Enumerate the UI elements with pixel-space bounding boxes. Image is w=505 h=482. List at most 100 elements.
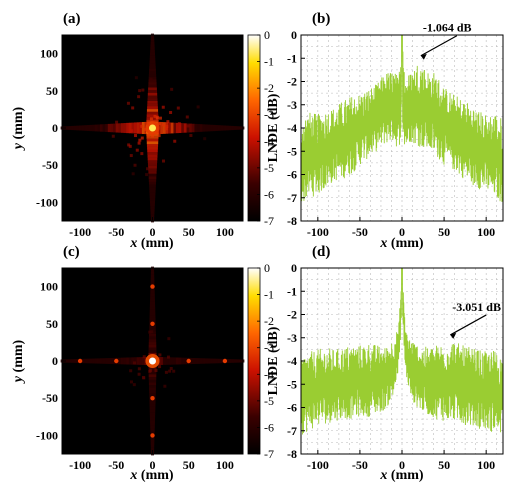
xlabel-c: x (mm) — [129, 468, 173, 482]
heatmap-a-speckle — [161, 123, 165, 127]
heatmap-c-ytick-label: 100 — [40, 280, 58, 294]
heatmap-a-speckle — [149, 77, 153, 81]
heatmap-a-cross-h-cell — [176, 122, 179, 134]
heatmap-a-cross-h-cell — [71, 125, 74, 131]
heatmap-c-cross-h-cell — [212, 358, 216, 364]
heatmap-c-cross-h-cell — [238, 359, 242, 363]
heatmap-a-colorbar-label: -1 — [264, 55, 274, 69]
heatmap-c-side-lobe — [186, 358, 191, 364]
heatmap-a-cross-v-cell — [149, 63, 156, 67]
heatmap-a-cross-h-cell — [181, 123, 185, 133]
heatmap-a-colorbar-label: -4 — [264, 134, 274, 148]
heatmap-a-cross-h-cell — [84, 125, 88, 131]
heatmap-c-cross-v-cell — [149, 315, 156, 318]
heatmap-c-cross-h-cell — [207, 358, 211, 364]
heatmap-c-cross-h-cell — [160, 357, 164, 365]
heatmap-a-cross-h-cell — [160, 122, 164, 134]
heatmap-c-colorbar-label: -5 — [264, 394, 274, 408]
lineplot-d-xtick-label: 100 — [477, 458, 495, 472]
lineplot-b-xtick-label: -50 — [352, 225, 368, 239]
heatmap-a-cross-v-cell — [146, 114, 159, 118]
heatmap-c-cross-v-cell — [149, 406, 156, 410]
heatmap-c-cross-v-cell — [150, 277, 155, 281]
heatmap-a-cross-v-cell — [149, 187, 156, 191]
xlabel-b: x (mm) — [379, 236, 423, 251]
heatmap-a-cross-v-cell — [150, 211, 155, 215]
heatmap-a-cross-h-cell — [139, 122, 143, 134]
heatmap-c-cross-h-cell — [136, 357, 140, 365]
heatmap-c-speckle — [168, 369, 172, 373]
heatmap-a-cross-v-cell — [147, 95, 158, 99]
heatmap-c-cross-h-cell — [176, 357, 179, 365]
lineplot-b-ytick-label: -4 — [287, 121, 297, 135]
xlabel-d: x (mm) — [379, 468, 423, 482]
heatmap-a-cross-h-cell — [86, 125, 90, 131]
heatmap-a-speckle — [185, 115, 189, 119]
heatmap-a-speckle — [131, 106, 135, 110]
heatmap-c-speckle — [137, 372, 141, 376]
lineplot-d-annotation-text: -3.051 dB — [452, 300, 501, 314]
heatmap-c-speckle — [142, 375, 146, 379]
heatmap-c-cross-h-cell — [225, 359, 229, 363]
heatmap-a-speckle — [170, 87, 174, 91]
lineplot-b-xtick-label: -100 — [307, 225, 329, 239]
heatmap-c-cross-h-cell — [92, 358, 95, 364]
heatmap-a-cross-h-cell — [186, 123, 190, 133]
heatmap-a-cross-v-cell — [148, 168, 157, 172]
panel-label-b: (b) — [312, 11, 330, 27]
heatmap-c-cross-v-cell — [150, 288, 155, 291]
heatmap-a-cross-v-cell — [147, 103, 158, 107]
heatmap-c-xtick-label: 0 — [150, 458, 156, 472]
heatmap-a-cross-h-cell — [81, 125, 85, 131]
heatmap-c-cross-v-cell — [148, 350, 157, 353]
heatmap-c-cross-h-cell — [131, 357, 135, 365]
lineplot-d-xtick-label: -50 — [352, 458, 368, 472]
heatmap-c-cross-v-cell — [150, 425, 155, 429]
heatmap-a-cross-h-cell — [162, 122, 166, 134]
heatmap-c-xtick-label: 100 — [216, 458, 234, 472]
heatmap-c-cross-h-cell — [84, 358, 88, 364]
heatmap-c-side-lobe — [150, 396, 155, 401]
heatmap-a-speckle — [138, 89, 142, 93]
heatmap-c-cross-h-cell — [99, 358, 103, 364]
heatmap-a-speckle — [137, 141, 141, 145]
lineplot-b: -100 -50 0 50 100 0 -1 -2 -3 -4 -5 -6 -7 -8 -1.064 dB — [287, 21, 504, 239]
heatmap-c-speckle — [132, 383, 136, 387]
heatmap-a-speckle — [186, 124, 190, 128]
heatmap-c-cross-v-cell — [150, 274, 155, 278]
heatmap-a-speckle — [151, 134, 155, 138]
heatmap-c-cross-v-cell — [150, 282, 155, 286]
lineplot-d-ytick-label: -4 — [287, 354, 297, 368]
heatmap-c-cross-v-cell — [150, 439, 155, 442]
lineplot-d-ytick-label: 0 — [291, 261, 297, 275]
heatmap-a-cross-v-cell — [150, 49, 155, 53]
heatmap-a-ytick-label: 0 — [52, 121, 58, 135]
heatmap-a-cross-h-cell — [233, 126, 237, 130]
heatmap-c-xtick-label: 50 — [183, 458, 195, 472]
heatmap-c-cross-v-cell — [149, 404, 156, 407]
heatmap-a-ytick-label: -50 — [42, 158, 58, 172]
heatmap-a-cross-v-cell — [146, 111, 159, 115]
heatmap-a-cross-h-cell — [123, 123, 127, 133]
heatmap-c-speckle — [167, 337, 171, 341]
heatmap-c-cross-h-cell — [110, 357, 114, 365]
heatmap-c-cross-v-cell — [149, 325, 156, 329]
heatmap-c-cross-h-cell — [191, 357, 195, 365]
heatmap-a-cross-h-cell — [231, 125, 234, 131]
heatmap-a-cross-h-cell — [189, 123, 192, 133]
heatmap-c-cross-h-cell — [233, 359, 237, 363]
heatmap-c-cross-v-cell — [149, 409, 156, 413]
heatmap-a-cross-v-cell — [148, 84, 157, 88]
lineplot-b-ytick-label: -3 — [287, 98, 297, 112]
heatmap-a-ytick-label: 100 — [40, 47, 58, 61]
lineplot-b-xtick-label: 100 — [477, 225, 495, 239]
heatmap-a-cross-v-cell — [149, 198, 156, 201]
heatmap-c-speckle — [148, 368, 152, 372]
heatmap-a-cross-v-cell — [149, 52, 156, 56]
heatmap-c-cross-h-cell — [228, 359, 232, 363]
heatmap-c-cross-h-cell — [173, 357, 177, 365]
heatmap-a-speckle — [189, 133, 193, 137]
heatmap-a-cross-v-cell — [148, 74, 157, 77]
heatmap-c-cross-h-cell — [76, 359, 80, 363]
heatmap-a-cross-v-cell — [150, 44, 155, 48]
